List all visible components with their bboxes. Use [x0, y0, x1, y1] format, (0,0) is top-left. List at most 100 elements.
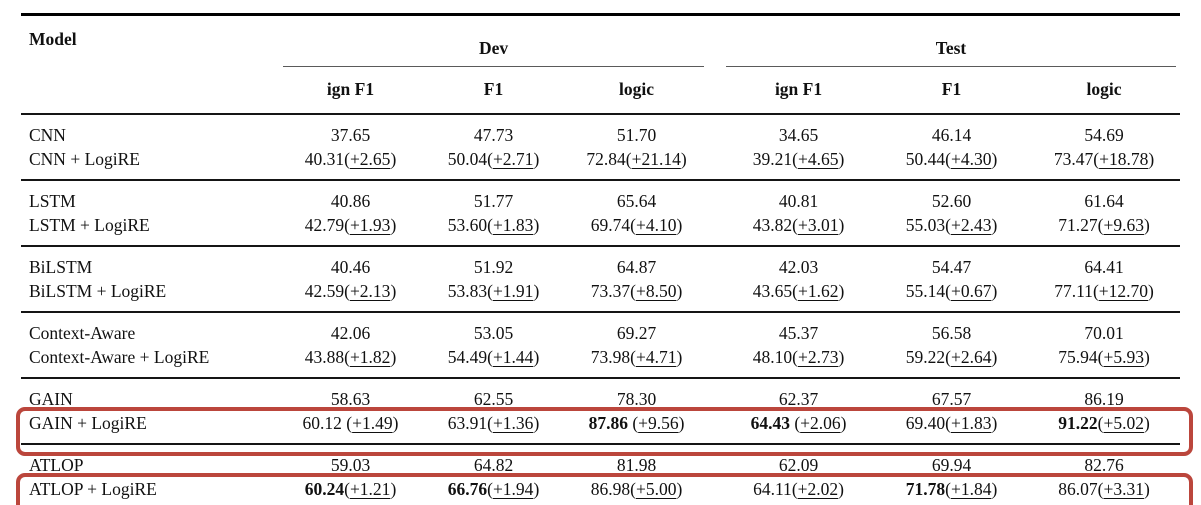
score-cell: 87.86 (+9.56): [565, 411, 709, 445]
score-value: 42.59: [304, 281, 345, 301]
score-value: 87.86: [588, 413, 628, 433]
improvement-delta: +1.91: [492, 281, 534, 301]
model-name: CNN + LogiRE: [21, 147, 279, 181]
score-cell: 65.64: [565, 180, 708, 213]
score-cell: 40.31(+2.65): [279, 147, 422, 181]
column-gap: [708, 147, 723, 181]
improvement-delta: +2.43: [950, 215, 992, 235]
dev-header-label: Dev: [478, 37, 509, 58]
score-cell: 40.46: [279, 246, 422, 279]
improvement-delta: +1.94: [492, 479, 534, 499]
score-value: 64.11: [753, 479, 792, 499]
table-row: ATLOP 59.03 64.82 81.98 62.09 69.94 82.76: [21, 444, 1180, 477]
improvement-delta: +1.62: [797, 281, 839, 301]
model-group: BiLSTM 40.46 51.92 64.87 42.03 54.47 64.41 BiLS…: [21, 246, 1181, 313]
improvement-delta: +4.10: [635, 215, 677, 235]
score-cell: 54.49(+1.44): [422, 345, 565, 379]
test-f1-header: F1: [875, 66, 1029, 116]
improvement-delta: +4.65: [797, 149, 839, 169]
score-cell: 59.03: [279, 444, 422, 477]
score-value: 86.98: [590, 479, 631, 499]
improvement-delta: +1.44: [492, 347, 534, 367]
test-cmidrule: [726, 65, 1177, 67]
score-cell: 53.83(+1.91): [422, 279, 565, 313]
score-cell: 73.37(+8.50): [565, 279, 709, 313]
score-value: 62.09: [778, 455, 819, 475]
table-row: CNN 37.65 47.73 51.70 34.65 46.14 54.69: [21, 114, 1180, 147]
score-cell: 70.01: [1028, 312, 1180, 345]
table-row: BiLSTM + LogiRE 42.59(+2.13) 53.83(+1.91) 7…: [21, 279, 1181, 313]
model-group: LSTM 40.86 51.77 65.64 40.81 52.60 61.64 LSTM +…: [21, 180, 1181, 247]
score-value: 62.37: [778, 389, 819, 409]
dev-cmidrule: [283, 65, 705, 67]
model-group: Context-Aware 42.06 53.05 69.27 45.37 56.58 70…: [21, 312, 1181, 379]
column-gap: [708, 378, 722, 411]
score-cell: 55.14(+0.67): [875, 279, 1029, 313]
score-cell: 37.65: [279, 114, 422, 147]
score-cell: 69.74(+4.10): [565, 213, 709, 247]
score-value: 37.65: [330, 125, 371, 145]
score-cell: 53.60(+1.83): [422, 213, 565, 247]
score-cell: 43.88(+1.82): [279, 345, 422, 379]
score-value: 58.63: [330, 389, 371, 409]
header-subrow: ign F1 F1 logic ign F1 F1 logic: [21, 66, 1181, 116]
column-gap: [708, 279, 723, 313]
score-cell: 58.63: [279, 378, 422, 411]
score-cell: 50.44(+4.30): [875, 147, 1029, 181]
table-header: Model Dev Test ign F1 F1 logic ign F1 F1…: [21, 14, 1181, 116]
score-cell: 64.11(+2.02): [722, 477, 876, 505]
score-value: 48.10: [752, 347, 793, 367]
score-value: 60.12: [302, 413, 342, 433]
table-row: Context-Aware + LogiRE 43.88(+1.82) 54.49(…: [21, 345, 1181, 379]
table-row: Context-Aware 42.06 53.05 69.27 45.37 56.58 70…: [21, 312, 1180, 345]
score-cell: 63.91(+1.36): [422, 411, 565, 445]
score-value: 64.41: [1084, 257, 1124, 277]
score-value: 42.79: [304, 215, 345, 235]
improvement-delta: +21.14: [631, 149, 681, 169]
score-value: 69.94: [931, 455, 972, 475]
improvement-delta: +12.70: [1098, 281, 1149, 301]
score-cell: 66.76(+1.94): [422, 477, 565, 505]
score-cell: 45.37: [722, 312, 875, 345]
score-value: 40.46: [330, 257, 371, 277]
score-cell: 71.78(+1.84): [875, 477, 1029, 505]
improvement-delta: +18.78: [1099, 149, 1149, 169]
improvement-delta: +5.93: [1103, 347, 1144, 367]
score-value: 40.31: [304, 149, 345, 169]
score-value: 69.40: [905, 413, 946, 433]
score-cell: 71.27(+9.63): [1028, 213, 1181, 247]
score-cell: 91.22(+5.02): [1028, 411, 1181, 445]
table-row: LSTM + LogiRE 42.79(+1.93) 53.60(+1.83) 69.…: [21, 213, 1181, 247]
score-value: 47.73: [473, 125, 514, 145]
improvement-delta: +9.63: [1103, 215, 1144, 235]
improvement-delta: +2.73: [797, 347, 839, 367]
improvement-delta: +1.49: [352, 413, 393, 433]
score-value: 67.57: [931, 389, 972, 409]
improvement-delta: +3.31: [1103, 479, 1144, 499]
score-value: 73.98: [590, 347, 631, 367]
table-row: LSTM 40.86 51.77 65.64 40.81 52.60 61.64: [21, 180, 1180, 213]
score-value: 64.87: [616, 257, 657, 277]
score-cell: 52.60: [875, 180, 1028, 213]
score-value: 65.64: [616, 191, 657, 211]
improvement-delta: +1.82: [349, 347, 391, 367]
header-group-row: Model Dev Test: [21, 14, 1180, 115]
score-value: 64.43: [750, 413, 790, 433]
improvement-delta: +9.56: [638, 413, 679, 433]
score-value: 53.05: [473, 323, 514, 343]
score-value: 71.78: [905, 479, 946, 499]
score-value: 54.49: [447, 347, 488, 367]
score-cell: 43.82(+3.01): [722, 213, 876, 247]
model-name: LSTM: [29, 191, 76, 211]
score-cell: 42.03: [722, 246, 875, 279]
score-cell: 40.86: [279, 180, 422, 213]
improvement-delta: +4.30: [950, 149, 992, 169]
score-value: 51.70: [616, 125, 657, 145]
score-cell: 34.65: [722, 114, 875, 147]
improvement-delta: +5.02: [1103, 413, 1144, 433]
row-logire-highlighted: ATLOP + LogiRE 60.24(+1.21) 66.76(+1.94) 86…: [21, 477, 1181, 505]
score-cell: 42.06: [279, 312, 422, 345]
score-cell: 42.59(+2.13): [279, 279, 422, 313]
score-cell: 54.69: [1028, 114, 1180, 147]
